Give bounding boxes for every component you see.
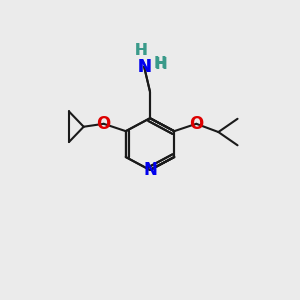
Text: H: H xyxy=(135,43,148,58)
Text: N: N xyxy=(137,58,151,76)
Text: N: N xyxy=(143,161,157,179)
Text: N: N xyxy=(137,58,151,76)
Text: H: H xyxy=(135,43,148,58)
Text: H: H xyxy=(155,57,168,72)
Text: O: O xyxy=(97,115,111,133)
Text: O: O xyxy=(189,115,203,133)
Text: H: H xyxy=(154,56,167,71)
